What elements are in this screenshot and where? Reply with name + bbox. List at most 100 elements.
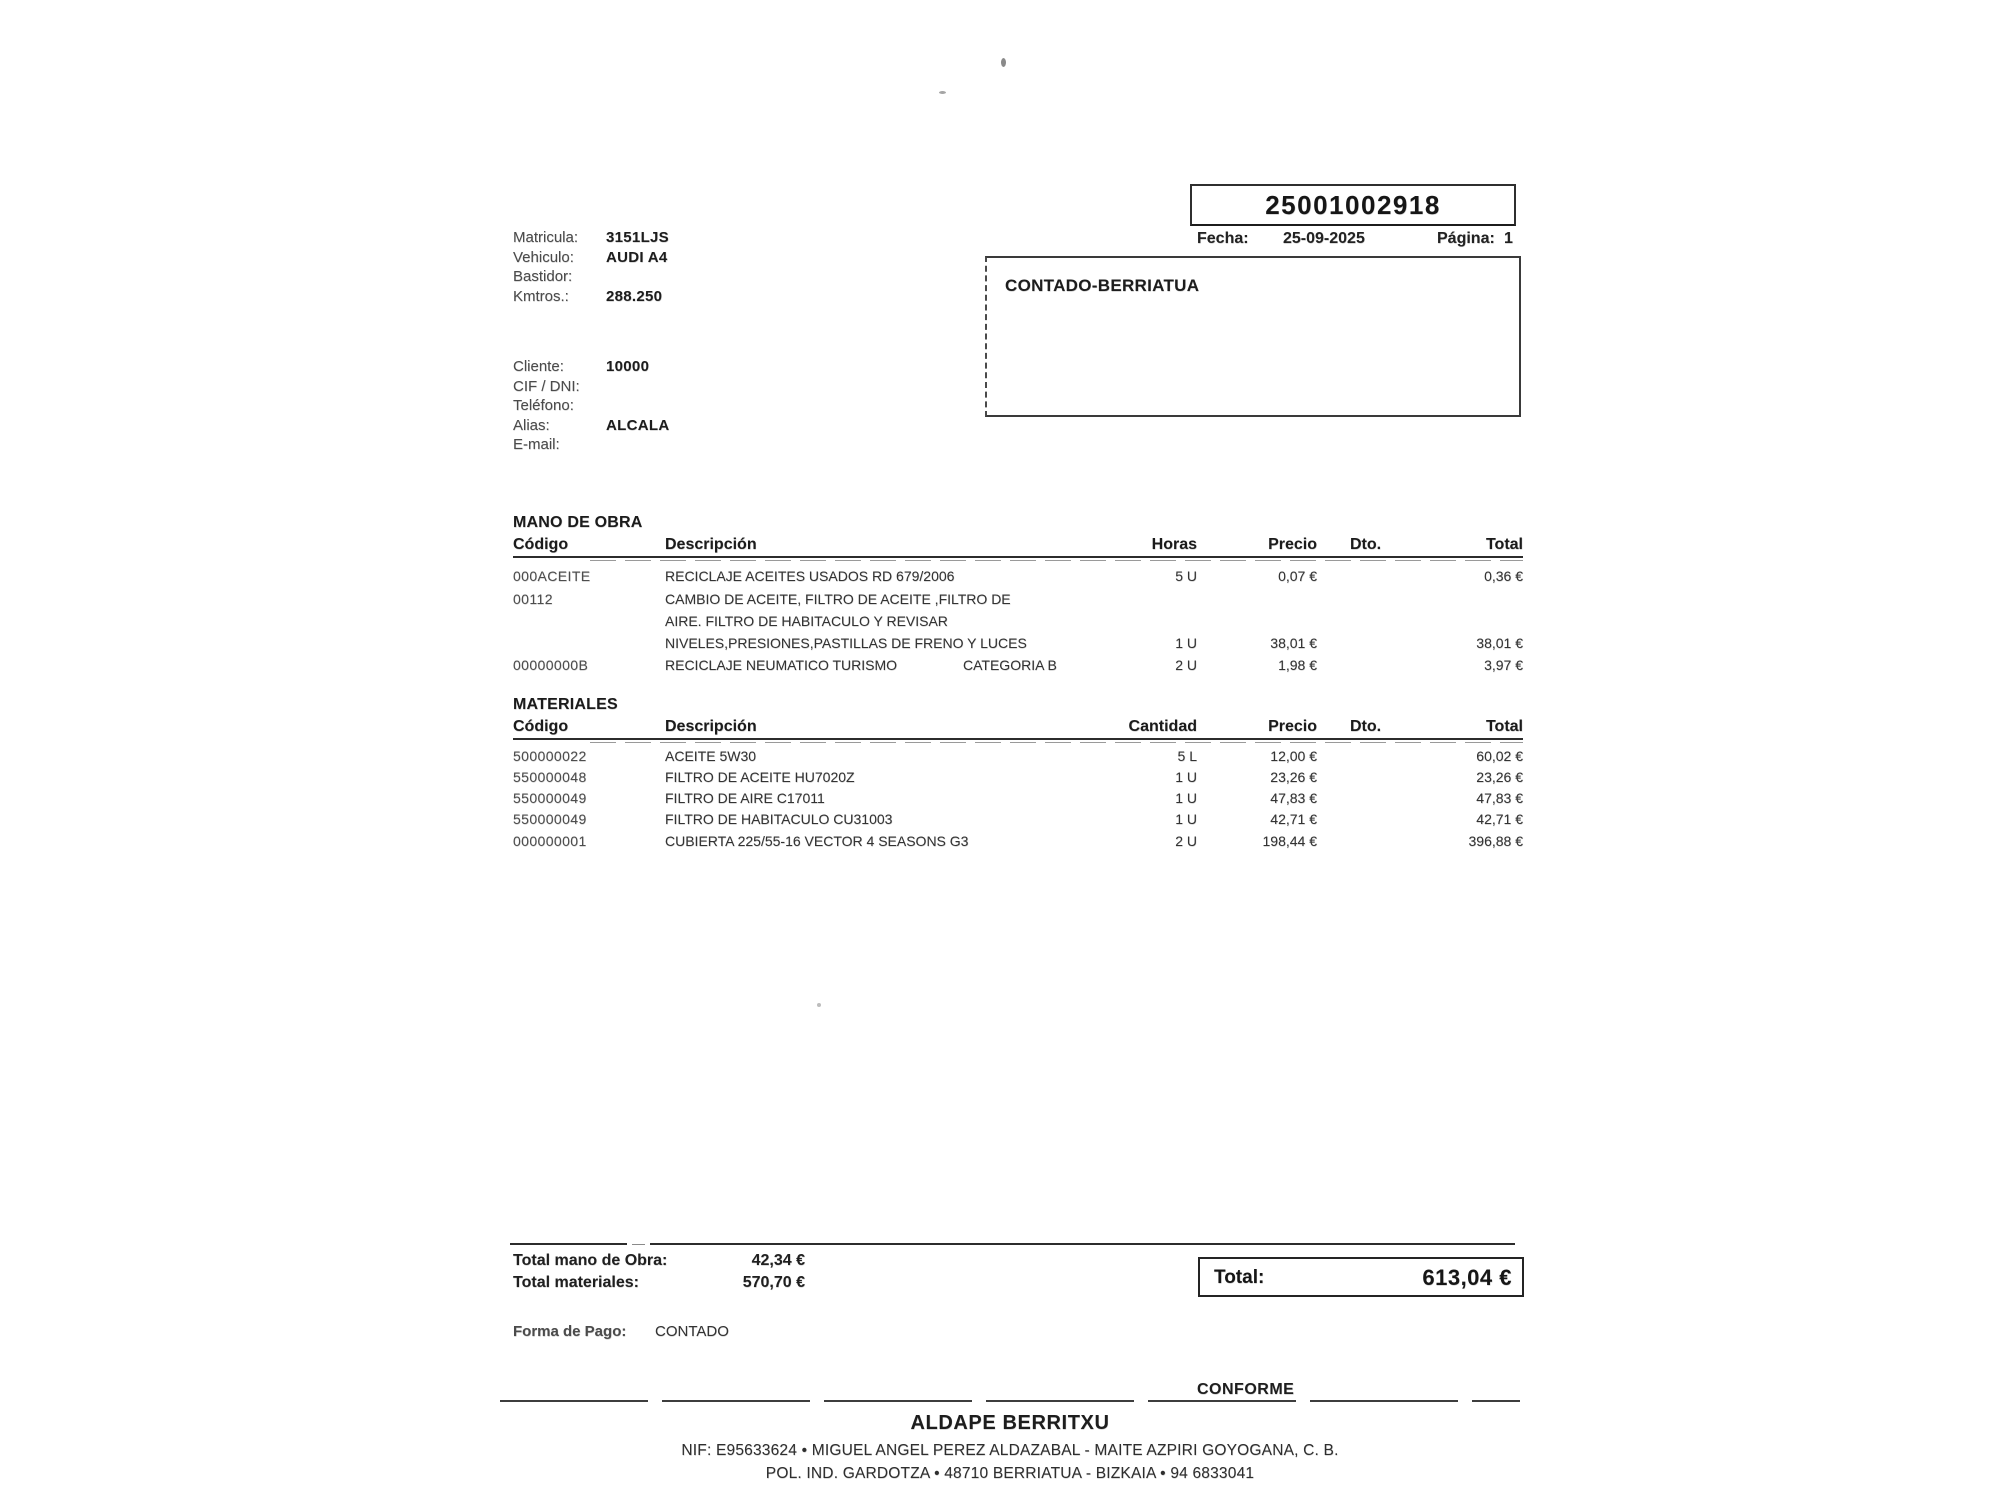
cell-total: 3,97 €: [1484, 657, 1523, 673]
company-nif-line: NIF: E95633624 • MIGUEL ANGEL PEREZ ALDA…: [681, 1442, 1339, 1459]
client-name: CONTADO-BERRIATUA: [1005, 276, 1200, 295]
cell-total: 38,01 €: [1476, 635, 1523, 651]
field-value: 10000: [606, 358, 650, 375]
grand-total-value: 613,04 €: [1422, 1265, 1512, 1290]
cell-horas: 1 U: [1175, 635, 1197, 651]
total-materials-value: 570,70 €: [742, 1274, 805, 1291]
cell-cantidad: 1 U: [1175, 811, 1197, 827]
materials-section: MATERIALES Código Descripción Cantidad P…: [500, 692, 1530, 862]
cell-descripcion: RECICLAJE ACEITES USADOS RD 679/2006: [665, 568, 955, 584]
cell-cantidad: 1 U: [1175, 790, 1197, 806]
cell-codigo: 000000001: [513, 833, 587, 849]
table-header-rule: [513, 738, 1523, 740]
customer-info-block: Cliente: 10000 CIF / DNI: Teléfono: Alias…: [513, 357, 669, 455]
company-name: ALDAPE BERRITXU: [910, 1412, 1110, 1434]
table-header-rule-faint: [590, 742, 1523, 743]
field-label: E-mail:: [513, 436, 560, 454]
cell-descripcion: FILTRO DE HABITACULO CU31003: [665, 811, 893, 827]
cell-descripcion-note: CATEGORIA B: [963, 657, 1057, 673]
invoice-number-box: 25001002918: [1190, 184, 1516, 226]
total-labor-label: Total mano de Obra:: [513, 1252, 668, 1269]
col-horas: Horas: [1151, 536, 1197, 553]
cell-codigo: 00000000B: [513, 657, 589, 673]
cell-total: 60,02 €: [1476, 748, 1523, 764]
labor-row: 000ACEITE RECICLAJE ACEITES USADOS RD 67…: [500, 568, 1530, 588]
signature-rule: [500, 1400, 1520, 1402]
fecha-value: 25-09-2025: [1283, 230, 1365, 247]
field-row: Matricula: 3151LJS: [513, 228, 669, 248]
labor-row: 00112 CAMBIO DE ACEITE, FILTRO DE ACEITE…: [500, 591, 1530, 611]
material-row: 550000049 FILTRO DE AIRE C17011 1 U 47,8…: [500, 790, 1530, 810]
cell-precio: 198,44 €: [1262, 833, 1318, 849]
cell-descripcion: ACEITE 5W30: [665, 748, 757, 764]
scan-speck: [939, 91, 946, 94]
totals-rule-dash: [632, 1244, 645, 1245]
labor-row-continuation: NIVELES,PRESIONES,PASTILLAS DE FRENO Y L…: [500, 635, 1530, 655]
cell-cantidad: 5 L: [1177, 748, 1197, 764]
cell-descripcion: FILTRO DE AIRE C17011: [665, 790, 825, 806]
scan-speck: [1001, 58, 1006, 67]
pagina-value: 1: [1504, 230, 1513, 247]
field-value: 288.250: [606, 287, 663, 305]
field-value: ALCALA: [606, 416, 670, 434]
payment-method-value: CONTADO: [655, 1323, 729, 1340]
field-value: 3151LJS: [606, 229, 669, 246]
field-label: Matricula:: [513, 229, 579, 246]
labor-section: MANO DE OBRA Código Descripción Horas Pr…: [500, 510, 1530, 680]
labor-row-continuation: AIRE. FILTRO DE HABITACULO Y REVISAR: [500, 613, 1530, 633]
field-label: Cliente:: [513, 358, 564, 375]
field-row: Vehiculo: AUDI A4: [513, 248, 669, 268]
cell-descripcion: CUBIERTA 225/55-16 VECTOR 4 SEASONS G3: [665, 833, 969, 849]
totals-rule: [510, 1243, 627, 1245]
cell-precio: 12,00 €: [1270, 748, 1317, 764]
total-materials-label: Total materiales:: [513, 1274, 639, 1291]
labor-row: 00000000B RECICLAJE NEUMATICO TURISMO CA…: [500, 657, 1530, 677]
field-label: Alias:: [513, 416, 550, 434]
col-descripcion: Descripción: [665, 718, 757, 735]
col-dto: Dto.: [1350, 536, 1382, 553]
cell-codigo: 550000048: [513, 769, 587, 785]
col-dto: Dto.: [1350, 718, 1382, 735]
cell-codigo: 000ACEITE: [513, 568, 591, 584]
company-address-line: POL. IND. GARDOTZA • 48710 BERRIATUA - B…: [765, 1465, 1255, 1482]
field-row: E-mail:: [513, 435, 669, 455]
field-row: Kmtros.: 288.250: [513, 287, 669, 307]
cell-descripcion: RECICLAJE NEUMATICO TURISMO: [665, 657, 898, 673]
cell-descripcion: FILTRO DE ACEITE HU7020Z: [665, 769, 855, 785]
cell-total: 0,36 €: [1484, 568, 1523, 584]
cell-precio: 42,71 €: [1270, 811, 1317, 827]
table-header-rule-faint: [590, 560, 1523, 561]
cell-total: 23,26 €: [1476, 769, 1523, 785]
cell-horas: 5 U: [1175, 568, 1197, 584]
col-total: Total: [1485, 536, 1523, 553]
col-total: Total: [1485, 718, 1523, 735]
field-row: Cliente: 10000: [513, 357, 669, 377]
col-codigo: Código: [513, 718, 569, 735]
cell-codigo: 00112: [513, 591, 553, 607]
field-label: Kmtros.:: [513, 287, 569, 305]
field-value: AUDI A4: [606, 248, 668, 266]
cell-descripcion: NIVELES,PRESIONES,PASTILLAS DE FRENO Y L…: [665, 635, 1027, 651]
field-label: CIF / DNI:: [513, 377, 580, 395]
field-row: Bastidor:: [513, 267, 669, 287]
table-header-rule: [513, 556, 1523, 558]
cell-descripcion: CAMBIO DE ACEITE, FILTRO DE ACEITE ,FILT…: [665, 591, 1011, 607]
cell-precio: 38,01 €: [1270, 635, 1317, 651]
payment-method-label: Forma de Pago:: [513, 1323, 627, 1340]
cell-codigo: 550000049: [513, 811, 587, 827]
col-codigo: Código: [513, 536, 569, 553]
cell-precio: 23,26 €: [1270, 769, 1317, 785]
field-label: Teléfono:: [513, 397, 574, 415]
total-labor-value: 42,34 €: [751, 1252, 805, 1269]
field-label: Bastidor:: [513, 268, 573, 286]
cell-codigo: 500000022: [513, 748, 587, 764]
field-row: Teléfono:: [513, 396, 669, 416]
cell-precio: 0,07 €: [1278, 568, 1317, 584]
grand-total-label: Total:: [1214, 1267, 1265, 1288]
grand-total-box: Total: 613,04 €: [1198, 1257, 1524, 1297]
cell-codigo: 550000049: [513, 790, 587, 806]
col-descripcion: Descripción: [665, 536, 757, 553]
totals-rule: [650, 1243, 1515, 1245]
pagina-label: Página:: [1437, 230, 1495, 247]
